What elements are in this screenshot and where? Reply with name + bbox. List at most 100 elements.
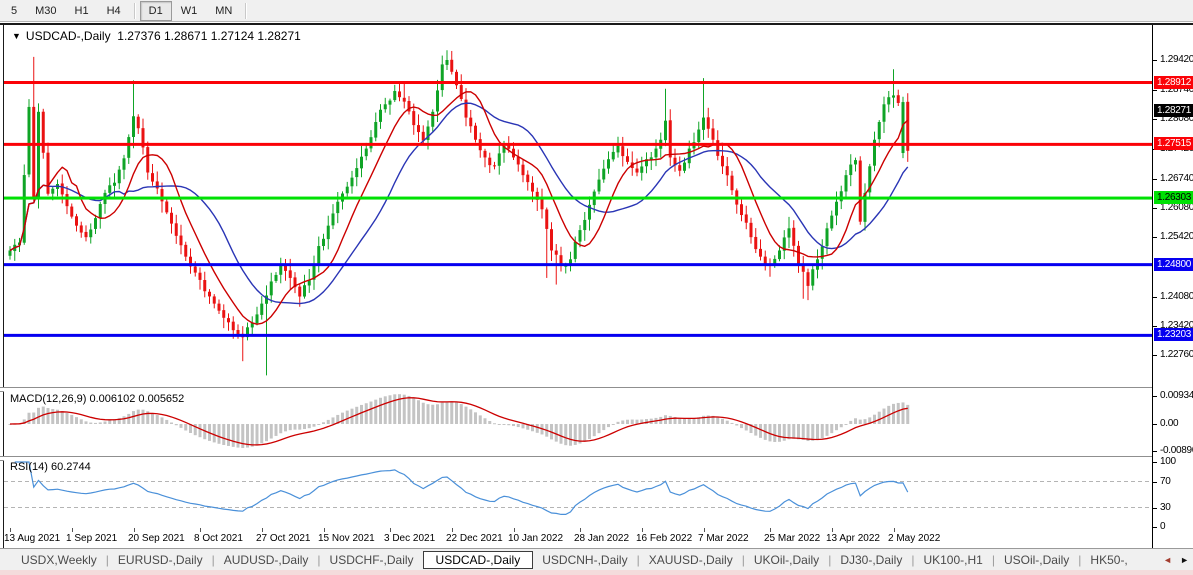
symbol-tab-ukoil-daily[interactable]: UKOil-,Daily	[753, 552, 820, 567]
tab-separator: |	[911, 552, 915, 567]
price-tick-label: 1.28080	[1160, 113, 1193, 124]
time-tick-label: 16 Feb 2022	[636, 533, 693, 544]
price-tick-mark	[1153, 90, 1157, 91]
ma-slow-line	[9, 102, 909, 305]
timeframe-button-h4[interactable]: H4	[106, 4, 121, 17]
macd-label: MACD(12,26,9) 0.006102 0.005652	[10, 393, 185, 405]
timeframe-button-d1[interactable]: D1	[139, 0, 172, 21]
time-tick-mark	[72, 528, 73, 532]
macd-scale-tick	[1153, 424, 1157, 425]
time-tick-label: 25 Mar 2022	[764, 533, 821, 544]
level-price-badge: 1.27515	[1154, 137, 1193, 150]
price-tick-label: 1.26080	[1160, 202, 1193, 213]
macd-scale-label: 0.009345	[1160, 390, 1193, 401]
chart-ohlc-readout: 1.27376 1.28671 1.27124 1.28271	[117, 29, 301, 43]
time-tick-label: 13 Aug 2021	[4, 533, 61, 544]
symbol-tab-dj30-daily[interactable]: DJ30-,Daily	[840, 552, 903, 567]
symbol-tab-xauusd-daily[interactable]: XAUUSD-,Daily	[648, 552, 733, 567]
rsi-scale-tick	[1153, 482, 1157, 483]
time-tick-mark	[200, 528, 201, 532]
rsi-scale-tick	[1153, 508, 1157, 509]
tab-separator: |	[741, 552, 745, 567]
symbol-tab-usdchf-daily[interactable]: USDCHF-,Daily	[329, 552, 414, 567]
symbol-tab-audusd-daily[interactable]: AUDUSD-,Daily	[223, 552, 309, 567]
time-tick-label: 2 May 2022	[888, 533, 941, 544]
time-tick-mark	[832, 528, 833, 532]
time-tick-mark	[134, 528, 135, 532]
time-tick-mark	[390, 528, 391, 532]
status-strip	[0, 570, 1193, 575]
time-tick-mark	[10, 528, 11, 532]
time-tick-label: 28 Jan 2022	[574, 533, 630, 544]
time-tick-mark	[262, 528, 263, 532]
symbol-tab-bar: USDX,Weekly | EURUSD-,Daily | AUDUSD-,Daily |…	[0, 548, 1193, 570]
rsi-indicator-pane[interactable]	[4, 460, 1152, 528]
symbol-tab-usdcnh-daily[interactable]: USDCNH-,Daily	[542, 552, 628, 567]
rsi-guide-lines	[4, 481, 1152, 508]
symbol-tab-eurusd-daily[interactable]: EURUSD-,Daily	[117, 552, 203, 567]
price-tick-mark	[1153, 355, 1157, 356]
macd-scale-tick	[1153, 451, 1157, 452]
symbol-tab-usoil-daily[interactable]: USOil-,Daily	[1003, 552, 1070, 567]
macd-scale-label: -0.008902	[1160, 445, 1193, 456]
tab-separator: |	[828, 552, 832, 567]
timeframe-button-h1[interactable]: H1	[74, 4, 89, 17]
time-tick-label: 20 Sep 2021	[128, 533, 185, 544]
tab-separator: |	[636, 552, 640, 567]
time-axis[interactable]: 13 Aug 2021 1 Sep 2021 20 Sep 2021 8 Oct 20…	[4, 528, 1152, 548]
chart-window-top-border	[0, 23, 1193, 25]
price-tick-mark	[1153, 119, 1157, 120]
rsi-scale-label: 100	[1160, 456, 1176, 467]
tab-scroll-left-icon[interactable]: ◄	[1163, 555, 1173, 565]
rsi-scale-tick	[1153, 527, 1157, 528]
price-tick-mark	[1153, 60, 1157, 61]
timeframe-button-mn[interactable]: MN	[215, 4, 233, 17]
rsi-line	[14, 461, 909, 516]
price-axis[interactable]: 1.294201.287401.280801.274201.267401.260…	[1152, 25, 1193, 548]
symbol-tab-usdcad-daily[interactable]: USDCAD-,Daily	[422, 550, 534, 569]
time-tick-label: 15 Nov 2021	[318, 533, 375, 544]
symbol-tab-uk100-h1[interactable]: UK100-,H1	[923, 552, 983, 567]
price-tick-label: 1.26740	[1160, 173, 1193, 184]
time-tick-label: 1 Sep 2021	[66, 533, 118, 544]
time-tick-label: 13 Apr 2022	[826, 533, 880, 544]
macd-indicator-pane[interactable]	[4, 391, 1152, 456]
level-price-badge: 1.24800	[1154, 258, 1193, 271]
price-tick-label: 1.22760	[1160, 349, 1193, 360]
rsi-scale-label: 0	[1160, 521, 1166, 532]
time-tick-mark	[580, 528, 581, 532]
price-chart-pane[interactable]	[4, 25, 1152, 388]
timeframe-button-w1[interactable]: W1	[180, 4, 198, 17]
tab-scroll-right-icon[interactable]: ►	[1180, 555, 1189, 565]
timeframe-button-m30[interactable]: M30	[35, 4, 57, 17]
chart-symbol-label: USDCAD-,Daily	[25, 29, 111, 43]
time-tick-mark	[642, 528, 643, 532]
time-tick-mark	[452, 528, 453, 532]
macd-scale-label: 0.00	[1160, 418, 1179, 429]
tab-separator: |	[1078, 552, 1082, 567]
price-tick-label: 1.28740	[1160, 84, 1193, 95]
time-tick-label: 3 Dec 2021	[384, 533, 436, 544]
toolbar-separator	[133, 2, 136, 19]
timeframe-button-5[interactable]: 5	[11, 4, 18, 17]
price-tick-label: 1.24080	[1160, 291, 1193, 302]
price-tick-mark	[1153, 208, 1157, 209]
symbol-tab-hk50[interactable]: HK50-,	[1090, 552, 1128, 567]
symbol-tab-usdx-weekly[interactable]: USDX,Weekly	[21, 552, 97, 567]
time-tick-mark	[324, 528, 325, 532]
price-tick-mark	[1153, 326, 1157, 327]
price-tick-label: 1.29420	[1160, 54, 1193, 65]
rsi-scale-label: 70	[1160, 476, 1171, 487]
price-tick-mark	[1153, 237, 1157, 238]
macd-scale-tick	[1153, 396, 1157, 397]
chart-dropdown-icon[interactable]: ▼	[12, 31, 21, 41]
time-tick-mark	[704, 528, 705, 532]
time-tick-label: 7 Mar 2022	[698, 533, 749, 544]
rsi-scale-tick	[1153, 462, 1157, 463]
level-price-badge: 1.23203	[1154, 328, 1193, 341]
price-tick-mark	[1153, 297, 1157, 298]
ma-fast-line	[9, 91, 909, 325]
rsi-label: RSI(14) 60.2744	[10, 461, 91, 473]
chart-title: ▼ USDCAD-,Daily 1.27376 1.28671 1.27124 1…	[12, 29, 301, 43]
